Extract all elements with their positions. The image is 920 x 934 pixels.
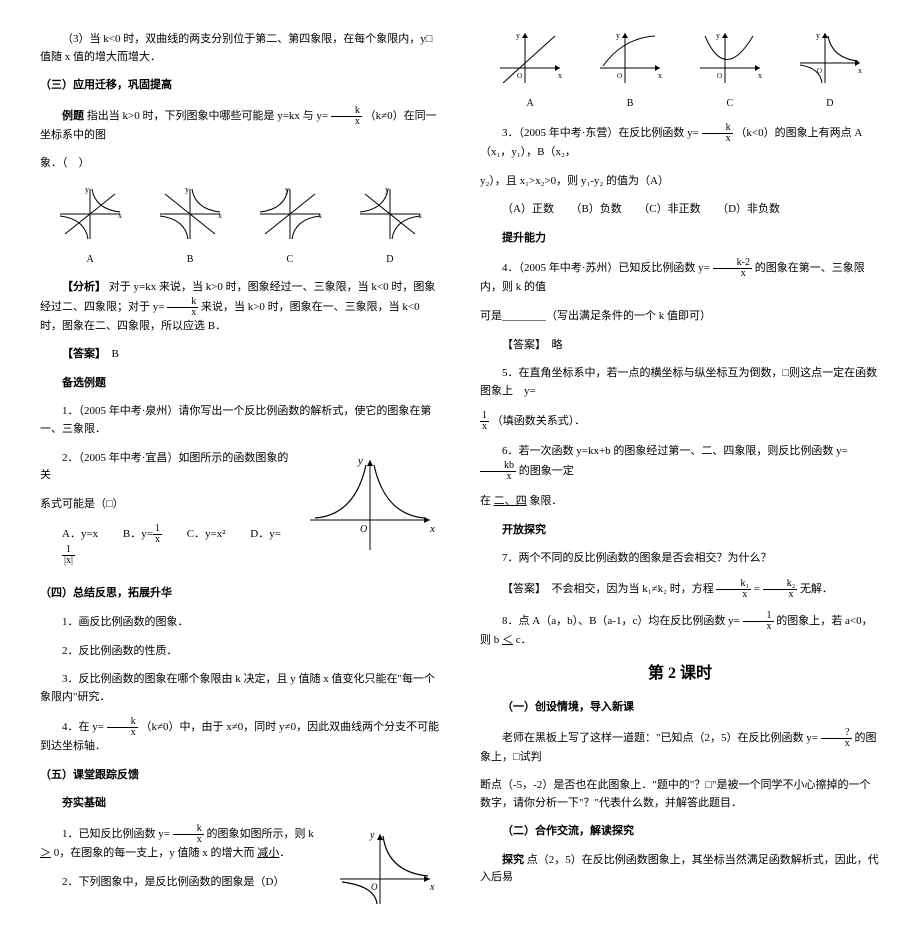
graph-a: xy xyxy=(55,184,125,244)
svg-text:y: y xyxy=(285,185,289,194)
svg-text:y: y xyxy=(357,455,363,467)
graph-d: xy xyxy=(355,184,425,244)
kaifang-title: 开放探究 xyxy=(502,524,546,536)
svg-text:y: y xyxy=(185,185,189,194)
svg-text:O: O xyxy=(517,72,522,80)
rgraph-c: x y O xyxy=(695,28,765,88)
svg-text:x: x xyxy=(558,71,562,80)
svg-text:O: O xyxy=(617,72,622,80)
svg-text:x: x xyxy=(758,71,762,80)
label-row-1: A B C D xyxy=(40,252,440,268)
svg-text:O: O xyxy=(817,67,822,75)
q4: 4．（2005 年中考·苏州）已知反比例函数 y= k-2x 的图象在第一、三象… xyxy=(480,258,880,297)
ans4: 【答案】 略 xyxy=(480,337,880,355)
q4c: 可是________（写出满足条件的一个 k 值即可） xyxy=(480,308,880,326)
analysis-label: 【分析】 xyxy=(62,281,106,293)
section-3-title: （三）应用迁移，巩固提高 xyxy=(40,77,440,95)
left-column: （3）当 k<0 时，双曲线的两支分别位于第二、第四象限，在每个象限内，y□值随… xyxy=(40,20,440,914)
svg-text:x: x xyxy=(429,523,435,535)
svg-text:O: O xyxy=(371,882,378,892)
beixuan-title: 备选例题 xyxy=(62,377,106,389)
b1-ans1: ＞ xyxy=(40,847,51,859)
label-row-r1: A B C D xyxy=(480,96,880,112)
frac-k-x: kx xyxy=(331,106,362,127)
section-5-title: （五）课堂跟踪反馈 xyxy=(40,767,440,785)
svg-text:y: y xyxy=(616,31,620,40)
s4-1: 1．画反比例函数的图象． xyxy=(40,614,440,632)
laoshi-title: 夯实基础 xyxy=(62,797,106,809)
rgraph-d: x y O xyxy=(795,28,865,88)
svg-text:x: x xyxy=(218,211,222,220)
example-tail: 象．（ ） xyxy=(40,155,440,173)
r-s1a: 老师在黑板上写了这样一道题："已知点（2，5）在反比例函数 y= ?x 的图象上… xyxy=(480,728,880,767)
svg-text:y: y xyxy=(85,185,89,194)
svg-text:y: y xyxy=(369,830,375,841)
tanjiu-label: 探究 xyxy=(502,854,524,866)
svg-text:O: O xyxy=(360,524,367,535)
s4-4: 4．在 y= kx （k≠0）中，由于 x≠0，同时 y≠0，因此双曲线两个分支… xyxy=(40,717,440,756)
svg-text:x: x xyxy=(118,211,122,220)
svg-text:x: x xyxy=(858,66,862,75)
answer-line: 【答案】 B xyxy=(40,346,440,364)
frac-k-x-2: kx xyxy=(167,297,198,318)
r-s2-title: （二）合作交流，解读探究 xyxy=(480,823,880,841)
q3-opts: （A）正数 （B）负数 （C）非正数 （D）非负数 xyxy=(502,201,880,219)
q3c: y₂），且 x₁>x₂>0，则 y₁-y₂ 的值为（A） xyxy=(480,173,880,191)
svg-text:x: x xyxy=(418,211,422,220)
svg-text:O: O xyxy=(717,72,722,80)
q8: 8．点 A（a，b）、B（a-1，c）均在反比例函数 y= 1x 的图象上，若 … xyxy=(480,611,880,650)
ans7: 【答案】 不会相交，因为当 k₁≠k₂ 时，方程 k₁x = k₂x 无解． xyxy=(480,579,880,600)
tisheng-title: 提升能力 xyxy=(502,232,546,244)
diagram-row-r1: x y O x y O x y O x y O xyxy=(480,28,880,88)
q6: 6．若一次函数 y=kx+b 的图象经过第一、二、四象限，则反比例函数 y= k… xyxy=(480,443,880,482)
diagram-row-1: xy xy xy xy xyxy=(40,184,440,244)
r-s1-title: （一）创设情境，导入新课 xyxy=(480,699,880,717)
section-4-title: （四）总结反思，拓展升华 xyxy=(40,585,440,603)
graph-b1: x y O xyxy=(330,824,440,914)
s4-2: 2．反比例函数的性质． xyxy=(40,643,440,661)
svg-text:y: y xyxy=(816,31,820,40)
q5: 5．在直角坐标系中，若一点的横坐标与纵坐标互为倒数，□则这点一定在函数图象上 y… xyxy=(480,365,880,400)
tanjiu: 探究 点（2，5）在反比例函数图象上，其坐标当然满足函数解析式，因此，代入后易 xyxy=(480,852,880,887)
q1: 1．（2005 年中考·泉州）请你写出一个反比例函数的解析式，使它的图象在第一、… xyxy=(40,403,440,438)
graph-b: xy xyxy=(155,184,225,244)
lesson-2-title: 第 2 课时 xyxy=(480,661,880,687)
svg-text:x: x xyxy=(318,211,322,220)
svg-text:y: y xyxy=(385,185,389,194)
para-k-neg: （3）当 k<0 时，双曲线的两支分别位于第二、第四象限，在每个象限内，y□值随… xyxy=(40,31,440,66)
rgraph-a: x y O xyxy=(495,28,565,88)
rgraph-b: x y O xyxy=(595,28,665,88)
svg-text:y: y xyxy=(716,31,720,40)
q7: 7．两个不同的反比例函数的图象是否会相交？为什么？ xyxy=(480,550,880,568)
analysis: 【分析】 对于 y=kx 来说，当 k>0 时，图象经过一、三象限，当 k<0 … xyxy=(40,279,440,335)
example-label: 例题 xyxy=(62,110,84,122)
graph-c: xy xyxy=(255,184,325,244)
b1-ans2: 减小 xyxy=(257,847,279,859)
r-s1c: 断点（-5，-2）是否也在此图象上．"题中的"？□"是被一个同学不小心擦掉的一个… xyxy=(480,777,880,812)
example-text: 例题 指出当 k>0 时，下列图象中哪些可能是 y=kx 与 y= kx （k≠… xyxy=(40,106,440,145)
svg-text:y: y xyxy=(516,31,520,40)
s4-3: 3．反比例函数的图象在哪个象限由 k 决定，且 y 值随 x 值变化只能在"每一… xyxy=(40,671,440,706)
q3: 3．（2005 年中考·东营）在反比例函数 y= kx （k<0）的图象上有两点… xyxy=(480,123,880,162)
q6-ans: 二、四 xyxy=(494,495,527,507)
right-column: x y O x y O x y O x y O A B C D 3．（2005 年中考·东营）在… xyxy=(480,20,880,914)
graph-q2: x y O xyxy=(300,450,440,560)
svg-text:x: x xyxy=(658,71,662,80)
svg-text:x: x xyxy=(429,882,435,893)
q8-ans: ＜ xyxy=(502,634,513,646)
